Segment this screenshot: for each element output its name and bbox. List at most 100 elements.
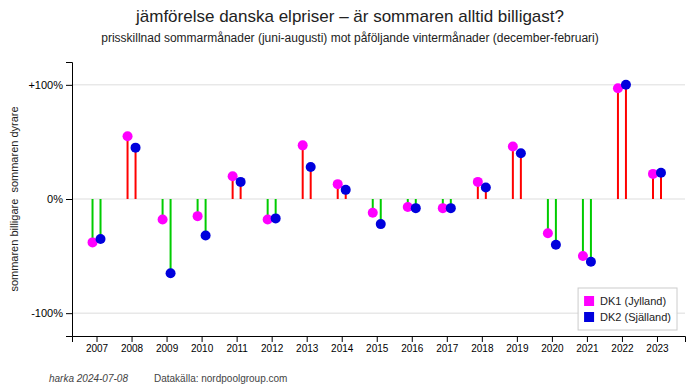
dot bbox=[306, 162, 316, 172]
stem bbox=[127, 136, 129, 199]
x-tick: 2008 bbox=[121, 336, 144, 354]
dots bbox=[96, 80, 666, 278]
x-tick-mark bbox=[517, 336, 518, 342]
dot bbox=[333, 179, 343, 189]
y-axis: -100% 0% +100% bbox=[28, 63, 72, 337]
subtitle: prisskillnad sommarmånader (juni-augusti… bbox=[101, 31, 599, 45]
dot bbox=[411, 203, 421, 213]
x-tick-label: 2007 bbox=[86, 343, 109, 354]
stem bbox=[205, 199, 207, 236]
dot bbox=[271, 213, 281, 223]
x-tick-mark bbox=[587, 336, 588, 342]
x-tick-mark bbox=[307, 336, 308, 342]
dot bbox=[166, 268, 176, 278]
x-axis: 2007 2008 2009 2010 2011 2012 2013 2014 2015 2016… bbox=[73, 336, 686, 354]
stem bbox=[512, 146, 514, 199]
y-tick-label: 0% bbox=[47, 193, 63, 205]
x-tick-label: 2021 bbox=[576, 343, 599, 354]
stem bbox=[100, 199, 102, 239]
dot bbox=[368, 208, 378, 218]
x-tick: 2015 bbox=[366, 336, 389, 354]
dot bbox=[508, 141, 518, 151]
dot bbox=[656, 168, 666, 178]
y-tick-label: -100% bbox=[31, 307, 63, 319]
annotation: harka 2024-07-08 bbox=[49, 373, 128, 384]
x-tick: 2017 bbox=[436, 336, 459, 354]
legend: DK1 (Jylland) DK2 (Själland) bbox=[578, 288, 677, 330]
x-tick-mark bbox=[622, 336, 623, 342]
stem bbox=[547, 199, 549, 233]
x-tick-mark bbox=[377, 336, 378, 342]
dot bbox=[481, 183, 491, 193]
stem bbox=[135, 148, 137, 199]
x-tick-mark bbox=[202, 336, 203, 342]
stem bbox=[92, 199, 94, 242]
x-tick: 2007 bbox=[86, 336, 109, 354]
x-tick: 2012 bbox=[261, 336, 284, 354]
stem bbox=[582, 199, 584, 256]
x-tick-label: 2009 bbox=[156, 343, 179, 354]
stem bbox=[617, 88, 619, 199]
legend-label: DK1 (Jylland) bbox=[600, 295, 666, 307]
x-tick-mark bbox=[482, 336, 483, 342]
x-tick-mark bbox=[132, 336, 133, 342]
grid-line bbox=[72, 199, 685, 200]
x-tick-label: 2020 bbox=[541, 343, 564, 354]
x-tick-label: 2018 bbox=[471, 343, 494, 354]
x-tick-label: 2013 bbox=[296, 343, 319, 354]
y-axis-line bbox=[66, 63, 73, 337]
y-tick: +100% bbox=[28, 79, 72, 91]
stem bbox=[625, 85, 627, 199]
x-tick-mark bbox=[552, 336, 553, 342]
x-tick-mark bbox=[237, 336, 238, 342]
x-tick-mark bbox=[447, 336, 448, 342]
x-tick: 2010 bbox=[191, 336, 214, 354]
stem bbox=[170, 199, 172, 273]
x-tick-mark bbox=[97, 336, 98, 342]
dots bbox=[88, 83, 658, 261]
x-tick: 2023 bbox=[646, 336, 669, 354]
y-tick-label: +100% bbox=[28, 79, 63, 91]
x-tick: 2021 bbox=[576, 336, 599, 354]
dot bbox=[131, 143, 141, 153]
y-tick: -100% bbox=[31, 307, 72, 319]
x-tick-label: 2023 bbox=[646, 343, 669, 354]
dot bbox=[376, 219, 386, 229]
x-tick-mark bbox=[412, 336, 413, 342]
x-tick-label: 2010 bbox=[191, 343, 214, 354]
x-tick: 2011 bbox=[226, 336, 248, 354]
dot bbox=[236, 177, 246, 187]
plot-area bbox=[88, 80, 666, 278]
x-tick-label: 2012 bbox=[261, 343, 284, 354]
y-tick: 0% bbox=[47, 193, 72, 205]
title: jämförelse danska elpriser – är sommaren… bbox=[135, 7, 564, 26]
dot bbox=[193, 211, 203, 221]
dot bbox=[473, 177, 483, 187]
annotation: Datakälla: nordpoolgroup.com bbox=[154, 373, 287, 384]
dot bbox=[158, 215, 168, 225]
dot bbox=[201, 231, 211, 241]
legend-swatch bbox=[584, 312, 594, 322]
legend-item: DK1 (Jylland) bbox=[584, 295, 666, 307]
dot bbox=[543, 228, 553, 238]
dot bbox=[578, 251, 588, 261]
x-tick-label: 2016 bbox=[401, 343, 424, 354]
legend-box bbox=[578, 288, 677, 330]
y-tick-mark bbox=[66, 85, 72, 86]
dot bbox=[123, 131, 133, 141]
x-tick-mark bbox=[657, 336, 658, 342]
dot bbox=[96, 234, 106, 244]
legend-item: DK2 (Själland) bbox=[584, 311, 671, 323]
x-tick-label: 2014 bbox=[331, 343, 354, 354]
x-tick-mark bbox=[272, 336, 273, 342]
x-tick-label: 2022 bbox=[611, 343, 634, 354]
stem bbox=[520, 153, 522, 199]
x-tick-label: 2015 bbox=[366, 343, 389, 354]
stems bbox=[93, 88, 653, 256]
dot bbox=[446, 203, 456, 213]
x-tick: 2013 bbox=[296, 336, 319, 354]
legend-label: DK2 (Själland) bbox=[600, 311, 671, 323]
dot bbox=[341, 185, 351, 195]
x-tick-label: 2017 bbox=[436, 343, 459, 354]
x-axis-line bbox=[73, 337, 686, 343]
